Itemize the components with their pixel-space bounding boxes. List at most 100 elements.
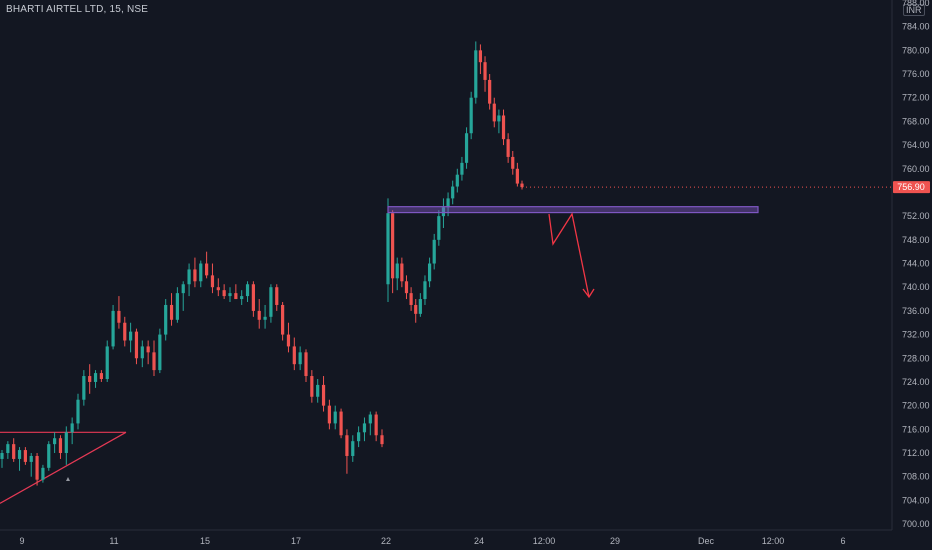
candle-body	[240, 296, 244, 300]
candle-body	[99, 373, 103, 379]
candle-body	[269, 287, 273, 317]
x-tick-label: Dec	[698, 536, 715, 546]
y-tick-label: 744.00	[902, 259, 930, 269]
candle-body	[316, 384, 320, 397]
candle-body	[93, 373, 98, 382]
candle-body	[511, 156, 515, 169]
y-tick-label: 764.00	[902, 140, 930, 150]
candle-body	[12, 444, 16, 459]
candle-body	[488, 79, 492, 104]
candle-body	[501, 115, 506, 140]
candle-body	[129, 331, 133, 341]
y-tick-label: 720.00	[902, 401, 930, 411]
x-tick-label: 9	[19, 536, 24, 546]
y-tick-label: 784.00	[902, 22, 930, 32]
candle-body	[117, 310, 121, 323]
candle-body	[441, 207, 446, 217]
candle-body	[234, 293, 238, 300]
candle-body	[345, 435, 349, 456]
candle-body	[35, 455, 39, 480]
last-price-label: 756.90	[897, 182, 925, 192]
candle-body	[310, 376, 314, 397]
candle-body	[64, 432, 68, 454]
candle-body	[515, 168, 519, 184]
candle-body	[478, 50, 483, 63]
candle-body	[140, 346, 144, 359]
candle-body	[437, 216, 441, 240]
y-tick-label: 724.00	[902, 377, 930, 387]
y-tick-label: 748.00	[902, 235, 930, 245]
candle-body	[292, 346, 296, 365]
candle-body	[333, 411, 337, 424]
candle-body	[286, 334, 291, 347]
candle-body	[304, 352, 308, 377]
candle-body	[414, 304, 418, 314]
candle-body	[245, 284, 250, 297]
candle-body	[263, 316, 267, 320]
resistance-zone[interactable]	[387, 206, 759, 214]
x-tick-label: 17	[291, 536, 301, 546]
projection-arrowhead	[582, 288, 595, 299]
x-tick-label: 24	[474, 536, 484, 546]
chart-title: BHARTI AIRTEL LTD, 15, NSE	[6, 4, 149, 15]
candle-body	[76, 399, 80, 424]
candle-body	[58, 438, 63, 454]
y-tick-label: 780.00	[902, 45, 930, 55]
candle-body	[222, 290, 226, 297]
candle-body	[123, 322, 127, 341]
candle-body	[298, 352, 302, 365]
candle-body	[418, 299, 422, 314]
candle-body	[199, 263, 203, 282]
y-tick-label: 740.00	[902, 282, 930, 292]
candle-body	[181, 284, 185, 294]
y-tick-label: 700.00	[902, 519, 930, 529]
candle-body	[351, 441, 355, 456]
y-tick-label: 708.00	[902, 472, 930, 482]
candle-body	[432, 239, 436, 264]
candle-body	[409, 293, 413, 305]
candle-body	[134, 331, 139, 359]
candle-body	[164, 304, 168, 335]
candle-body	[275, 287, 279, 305]
candle-body	[29, 455, 33, 462]
candle-body	[17, 450, 22, 459]
x-tick-label: 22	[381, 536, 391, 546]
candle-body	[82, 376, 86, 400]
candle-body	[400, 263, 404, 282]
currency-label[interactable]: INR	[903, 4, 925, 16]
y-tick-label: 704.00	[902, 495, 930, 505]
candle-body	[427, 263, 432, 282]
candle-body	[228, 293, 232, 297]
candle-body	[520, 183, 524, 188]
candle-body	[281, 304, 285, 335]
y-tick-label: 736.00	[902, 306, 930, 316]
projection-path[interactable]	[548, 212, 590, 298]
candle-body	[169, 304, 174, 320]
candle-body	[210, 275, 215, 288]
y-tick-label: 788.00	[902, 0, 930, 8]
candle-body	[187, 269, 191, 285]
candle-body	[205, 263, 209, 276]
y-tick-label: 772.00	[902, 93, 930, 103]
candle-body	[339, 411, 343, 436]
triangle-rising-line[interactable]	[0, 431, 127, 504]
candle-body	[368, 414, 372, 424]
candle-body	[386, 213, 390, 285]
candle-body	[158, 334, 162, 371]
candle-body	[193, 269, 197, 282]
y-tick-label: 732.00	[902, 330, 930, 340]
candle-body	[451, 186, 455, 199]
candle-body	[423, 281, 427, 300]
y-tick-label: 760.00	[902, 164, 930, 174]
candle-body	[257, 310, 261, 320]
candle-body	[111, 310, 115, 347]
candle-body	[53, 438, 57, 445]
last-price-tag	[893, 181, 930, 194]
candle-body	[152, 352, 156, 371]
candle-body	[464, 133, 469, 163]
candle-body	[146, 346, 150, 353]
candle-body	[483, 62, 487, 80]
x-tick-label: 11	[109, 536, 118, 546]
up-arrow-marker	[66, 477, 70, 481]
